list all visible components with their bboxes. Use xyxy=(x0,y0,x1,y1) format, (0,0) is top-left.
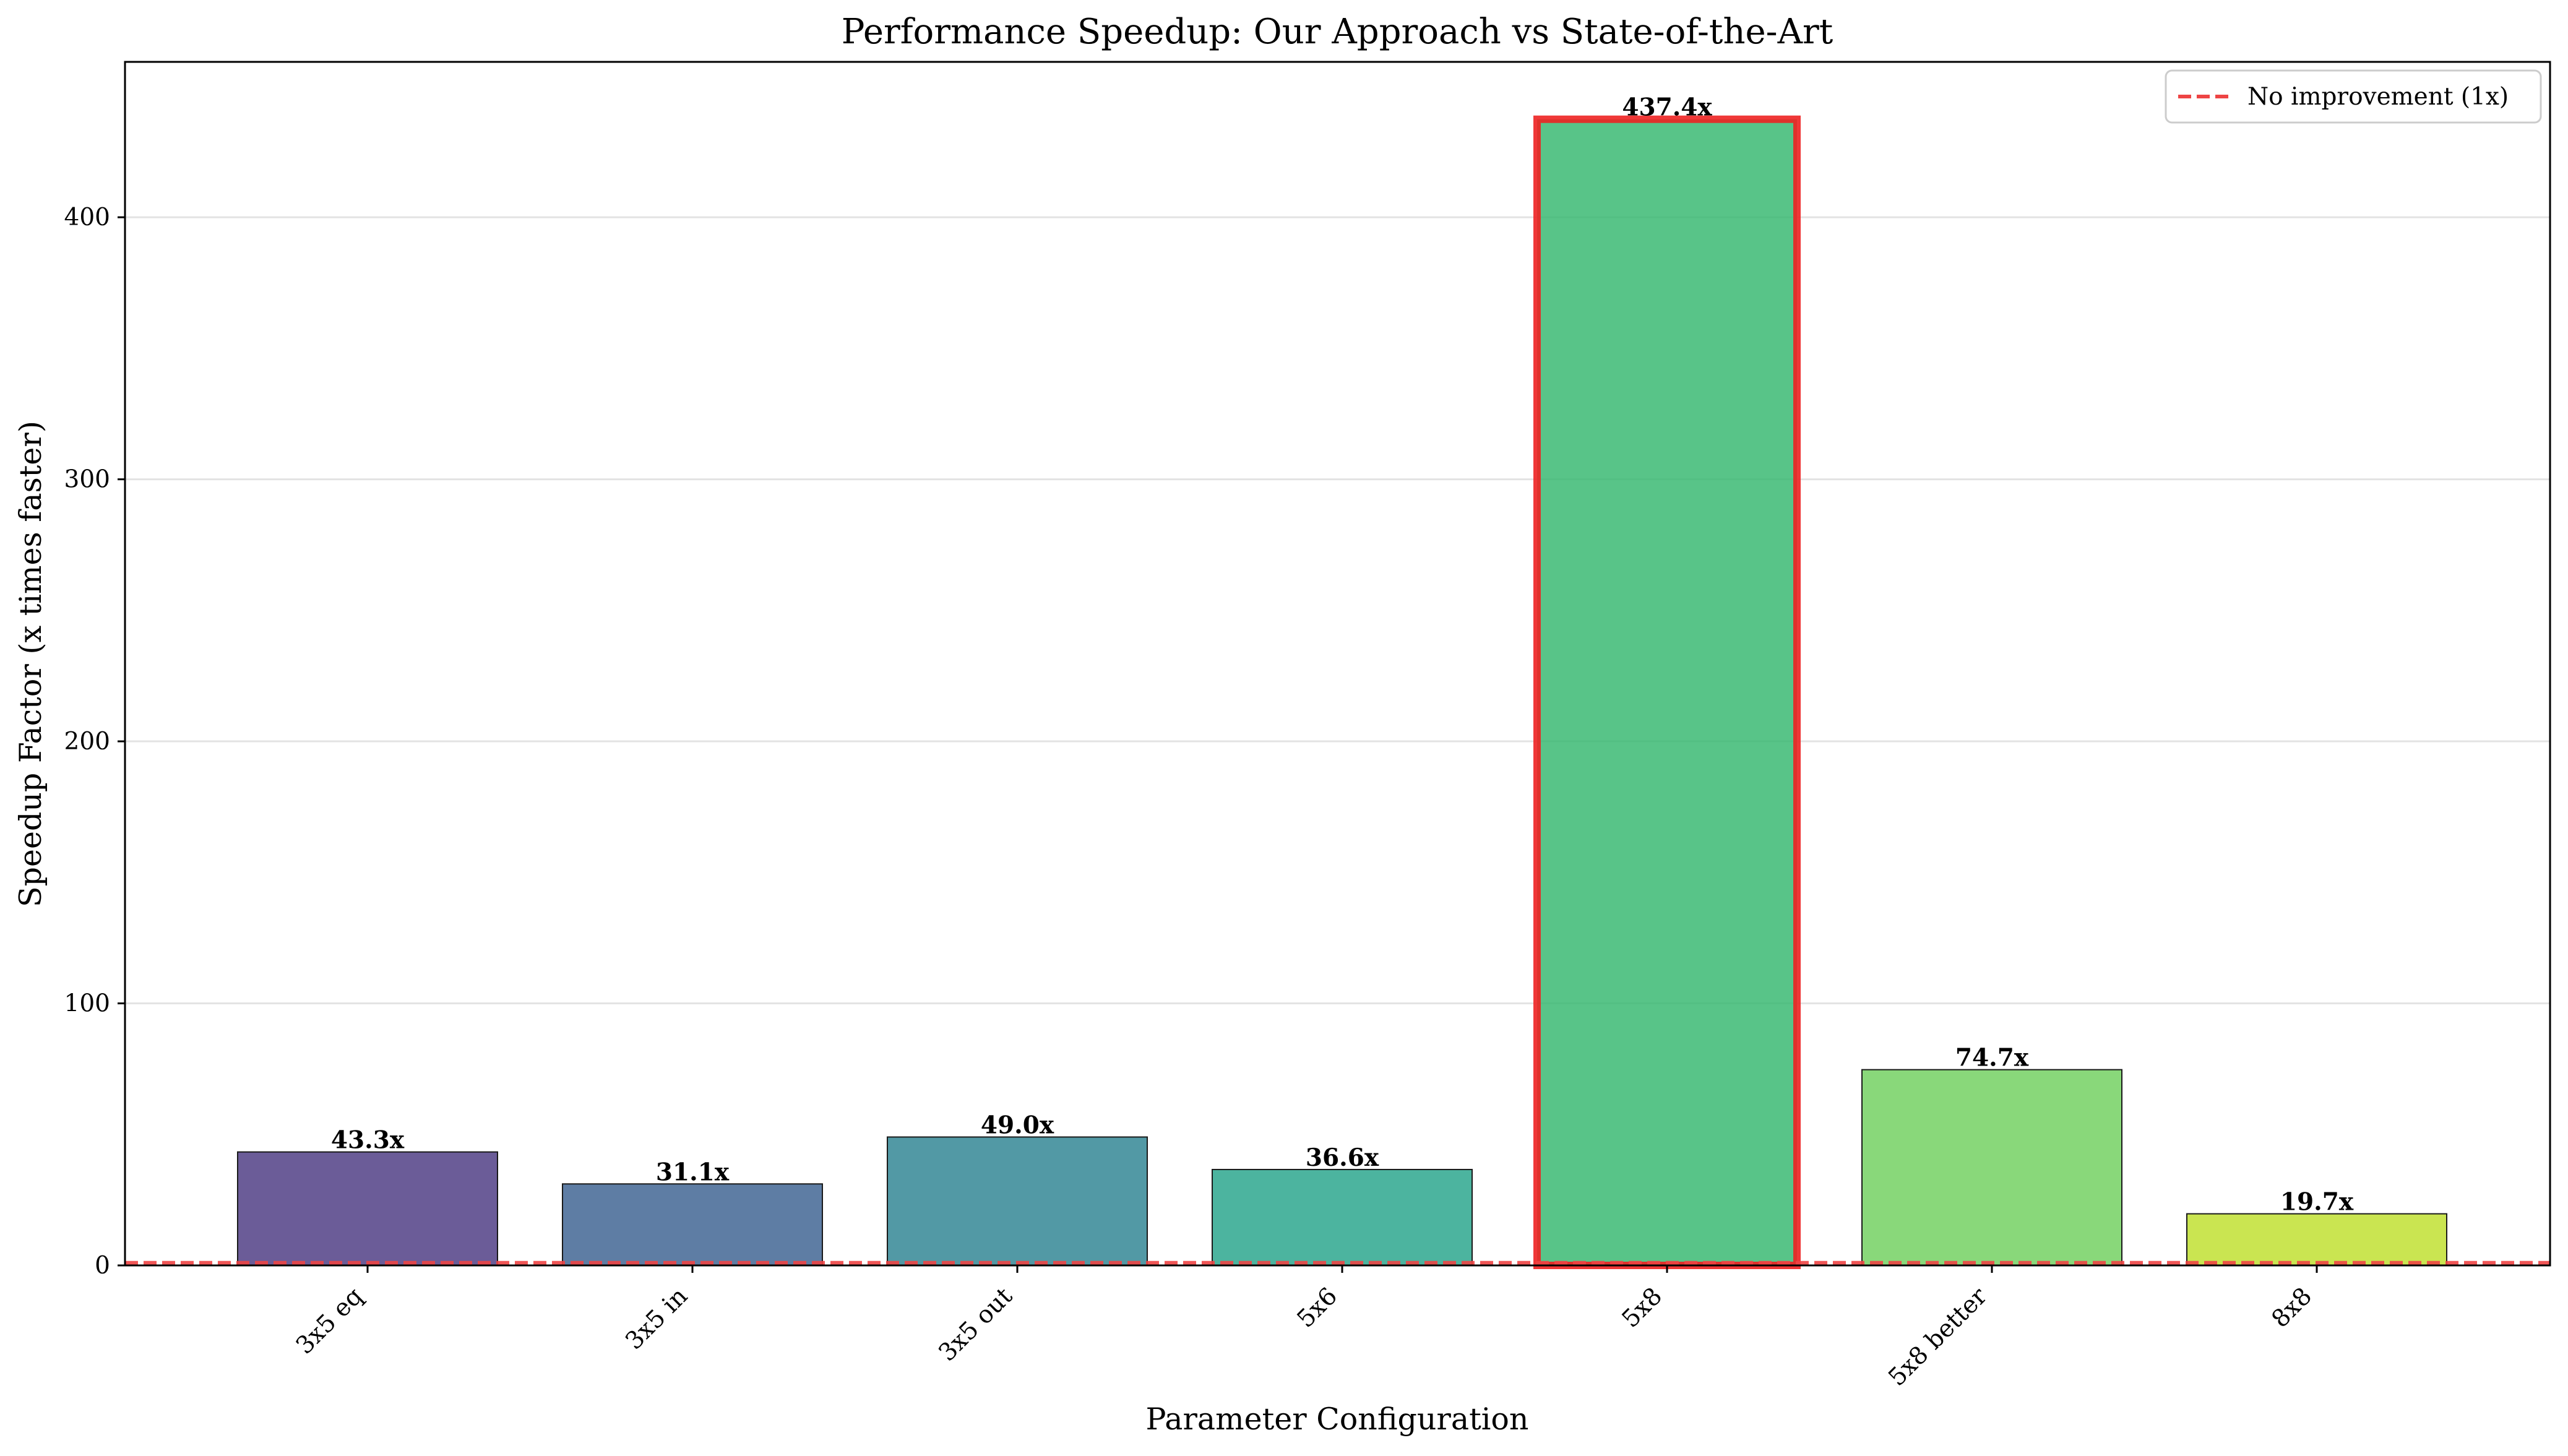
bar-5x8-better xyxy=(1861,1069,2122,1266)
bars xyxy=(237,115,2447,1270)
data-label-3x5-out: 49.0x xyxy=(981,1111,1054,1139)
data-label-3x5-in: 31.1x xyxy=(656,1158,730,1186)
bar-3x5-out xyxy=(887,1136,1148,1267)
bar-5x8 xyxy=(1533,115,1801,1270)
data-label-5x6: 36.6x xyxy=(1306,1144,1379,1172)
data-labels: 43.3x 31.1x 49.0x 36.6x 437.4x 74.7x 19.7x xyxy=(331,93,2354,1217)
data-label-5x8: 437.4x xyxy=(1622,93,1712,122)
chart-title: Performance Speedup: Our Approach vs Sta… xyxy=(842,12,1833,52)
bar-3x5-eq xyxy=(237,1151,498,1267)
legend-box xyxy=(2165,69,2542,124)
data-label-8x8: 19.7x xyxy=(2280,1188,2354,1217)
legend-entry-no-improvement: No improvement (1x) xyxy=(2247,83,2509,111)
y-axis: 0 100 200 300 400 xyxy=(64,204,125,1280)
y-tick-label: 0 xyxy=(95,1252,110,1280)
y-tick-label: 100 xyxy=(64,990,110,1018)
y-tick-label: 300 xyxy=(64,466,110,494)
data-label-3x5-eq: 43.3x xyxy=(331,1126,405,1155)
data-label-5x8-better: 74.7x xyxy=(1955,1044,2029,1072)
bar-3x5-in xyxy=(562,1183,823,1266)
x-axis-title: Parameter Configuration xyxy=(1146,1402,1529,1437)
bar-5x6 xyxy=(1212,1169,1473,1266)
y-axis-title: Speedup Factor (x times faster) xyxy=(13,421,48,907)
y-tick-label: 200 xyxy=(64,728,110,756)
gridlines xyxy=(125,216,2550,1005)
y-tick-label: 400 xyxy=(64,204,110,231)
legend: No improvement (1x) xyxy=(2165,69,2542,124)
plot-frame xyxy=(124,61,2551,1267)
bar-8x8 xyxy=(2186,1213,2447,1266)
